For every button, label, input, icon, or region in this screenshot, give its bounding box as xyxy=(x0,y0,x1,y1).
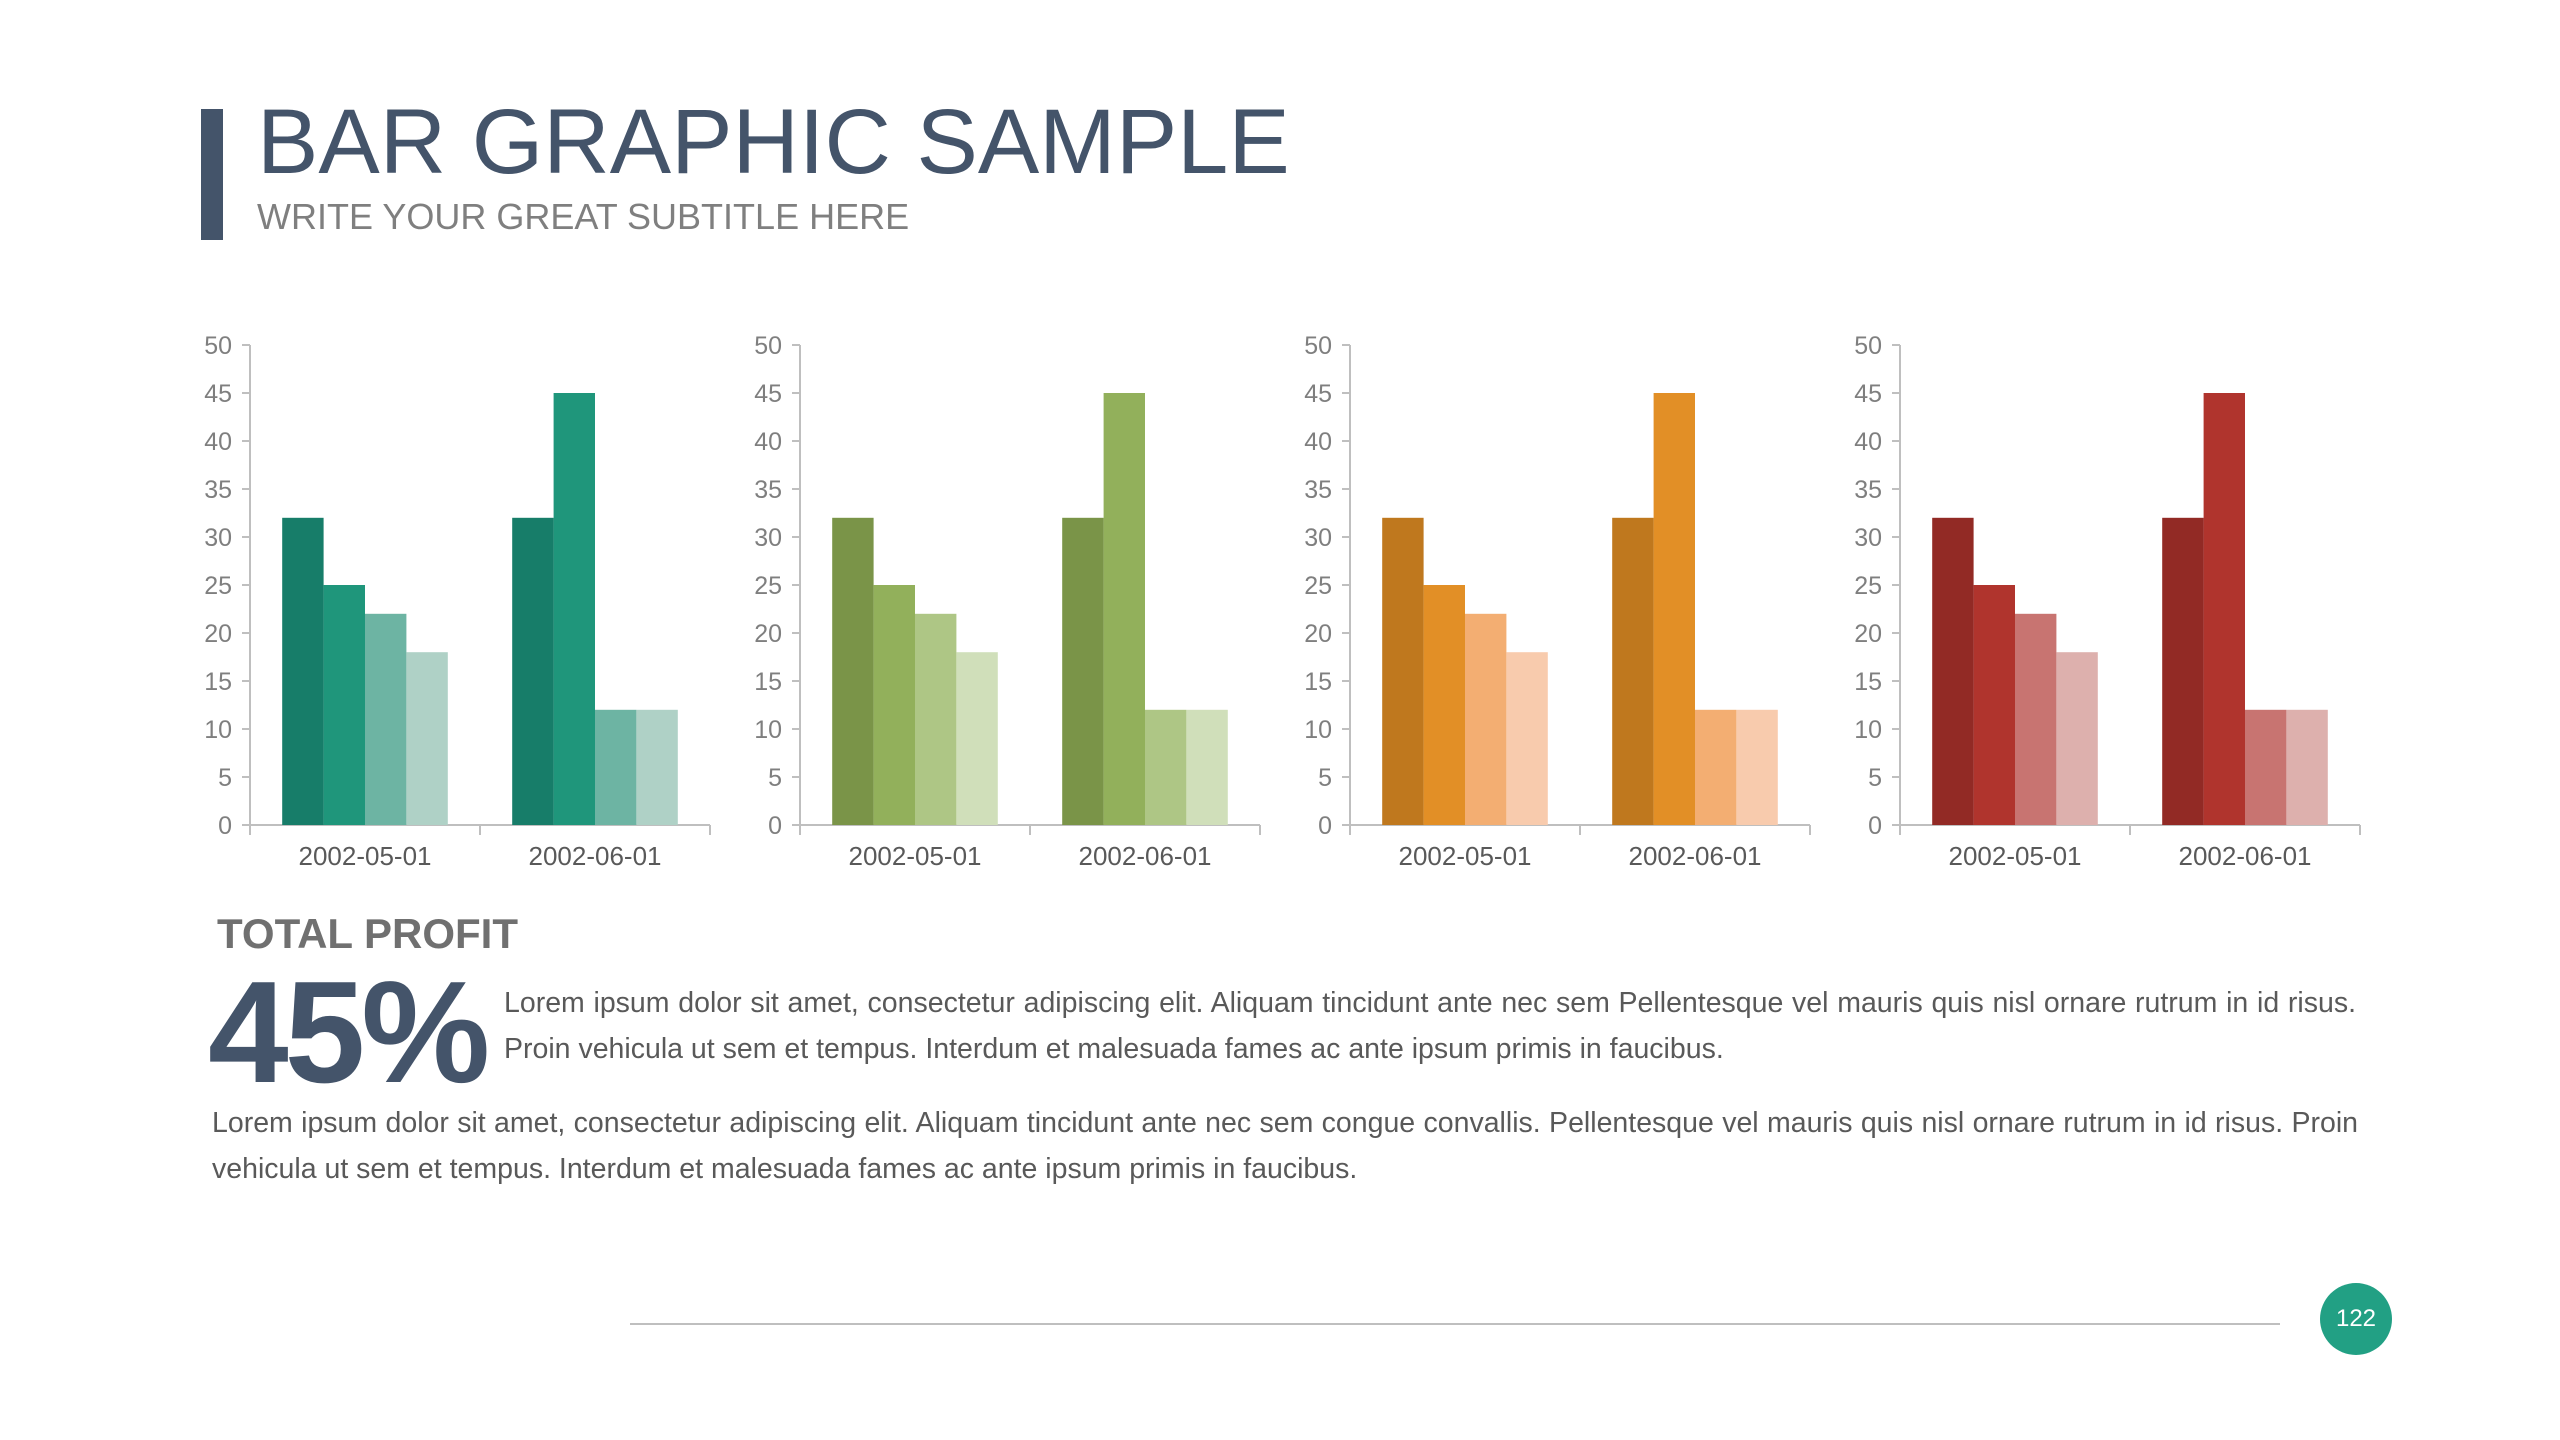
page-number-badge: 122 xyxy=(2320,1283,2392,1355)
bar xyxy=(2245,709,2287,825)
bar xyxy=(1382,517,1424,825)
bar xyxy=(1506,652,1548,825)
bar xyxy=(1465,613,1507,825)
y-tick-label: 35 xyxy=(1854,476,1882,504)
bar xyxy=(636,709,678,825)
total-profit-value: 45% xyxy=(208,951,490,1113)
page-number: 122 xyxy=(2335,1305,2377,1332)
x-category-label: 2002-05-01 xyxy=(1949,841,2082,871)
bar xyxy=(2056,652,2098,825)
y-tick-label: 30 xyxy=(204,524,232,552)
bar xyxy=(2162,517,2204,825)
bar xyxy=(2286,709,2328,825)
bar xyxy=(956,652,998,825)
y-tick-label: 50 xyxy=(1304,332,1332,360)
y-tick-label: 50 xyxy=(1854,332,1882,360)
y-tick-label: 45 xyxy=(754,380,782,408)
y-tick-label: 35 xyxy=(204,476,232,504)
y-tick-label: 20 xyxy=(204,620,232,648)
page-title: BAR GRAPHIC SAMPLE xyxy=(257,91,1290,193)
y-tick-label: 40 xyxy=(754,428,782,456)
bar xyxy=(1423,585,1465,825)
bar xyxy=(553,393,595,825)
y-tick-label: 5 xyxy=(218,764,232,792)
y-tick-label: 15 xyxy=(1854,668,1882,696)
bar xyxy=(873,585,915,825)
footer-divider xyxy=(630,1323,2280,1325)
page-subtitle: WRITE YOUR GREAT SUBTITLE HERE xyxy=(257,196,910,237)
bar xyxy=(2015,613,2057,825)
bar xyxy=(1653,393,1695,825)
bar xyxy=(323,585,365,825)
y-tick-label: 0 xyxy=(1318,812,1332,840)
y-tick-label: 25 xyxy=(1854,572,1882,600)
y-tick-label: 15 xyxy=(754,668,782,696)
bar xyxy=(1612,517,1654,825)
y-tick-label: 25 xyxy=(1304,572,1332,600)
y-tick-label: 10 xyxy=(204,716,232,744)
y-tick-label: 0 xyxy=(768,812,782,840)
bar xyxy=(365,613,407,825)
y-tick-label: 25 xyxy=(754,572,782,600)
bar xyxy=(1973,585,2015,825)
bar xyxy=(1736,709,1778,825)
summary-paragraph-1: Lorem ipsum dolor sit amet, consectetur … xyxy=(504,987,2356,1065)
title-accent-bar xyxy=(201,109,223,240)
y-tick-label: 50 xyxy=(754,332,782,360)
y-tick-label: 50 xyxy=(204,332,232,360)
y-tick-label: 20 xyxy=(1854,620,1882,648)
x-category-label: 2002-06-01 xyxy=(529,841,662,871)
y-tick-label: 30 xyxy=(754,524,782,552)
bar-chart-green: 0 5 10 15 20 25 30 35 40 45 50 2002-05-01 2002-06-01 xyxy=(740,325,1300,885)
x-category-label: 2002-05-01 xyxy=(299,841,432,871)
bar xyxy=(832,517,874,825)
bar xyxy=(915,613,957,825)
bar xyxy=(2203,393,2245,825)
x-category-label: 2002-05-01 xyxy=(1399,841,1532,871)
y-tick-label: 30 xyxy=(1304,524,1332,552)
bar xyxy=(1932,517,1974,825)
y-tick-label: 15 xyxy=(204,668,232,696)
bar-chart-teal: 0 5 10 15 20 25 30 35 40 45 50 2002-05-01 2002-06-01 xyxy=(190,325,750,885)
y-tick-label: 20 xyxy=(754,620,782,648)
y-tick-label: 35 xyxy=(1304,476,1332,504)
y-tick-label: 5 xyxy=(1318,764,1332,792)
bar xyxy=(1103,393,1145,825)
y-tick-label: 0 xyxy=(1868,812,1882,840)
x-category-label: 2002-05-01 xyxy=(849,841,982,871)
y-tick-label: 20 xyxy=(1304,620,1332,648)
bar xyxy=(595,709,637,825)
bar xyxy=(1186,709,1228,825)
summary-paragraph-2: Lorem ipsum dolor sit amet, consectetur … xyxy=(212,1107,2358,1185)
bar-chart-red: 0 5 10 15 20 25 30 35 40 45 50 2002-05-01 2002-06-01 xyxy=(1840,325,2400,885)
y-tick-label: 45 xyxy=(204,380,232,408)
y-tick-label: 45 xyxy=(1854,380,1882,408)
bar xyxy=(406,652,448,825)
y-tick-label: 40 xyxy=(204,428,232,456)
y-tick-label: 0 xyxy=(218,812,232,840)
y-tick-label: 40 xyxy=(1304,428,1332,456)
y-tick-label: 10 xyxy=(754,716,782,744)
y-tick-label: 15 xyxy=(1304,668,1332,696)
bar-chart-orange: 0 5 10 15 20 25 30 35 40 45 50 2002-05-01 2002-06-01 xyxy=(1290,325,1850,885)
y-tick-label: 40 xyxy=(1854,428,1882,456)
y-tick-label: 5 xyxy=(1868,764,1882,792)
y-tick-label: 10 xyxy=(1854,716,1882,744)
y-tick-label: 5 xyxy=(768,764,782,792)
y-tick-label: 45 xyxy=(1304,380,1332,408)
x-category-label: 2002-06-01 xyxy=(1079,841,1212,871)
y-tick-label: 10 xyxy=(1304,716,1332,744)
bar xyxy=(282,517,324,825)
y-tick-label: 35 xyxy=(754,476,782,504)
x-category-label: 2002-06-01 xyxy=(1629,841,1762,871)
bar xyxy=(1695,709,1737,825)
bar xyxy=(1145,709,1187,825)
y-tick-label: 25 xyxy=(204,572,232,600)
bar xyxy=(512,517,554,825)
x-category-label: 2002-06-01 xyxy=(2179,841,2312,871)
total-profit-label: TOTAL PROFIT xyxy=(217,910,518,957)
y-tick-label: 30 xyxy=(1854,524,1882,552)
bar xyxy=(1062,517,1104,825)
